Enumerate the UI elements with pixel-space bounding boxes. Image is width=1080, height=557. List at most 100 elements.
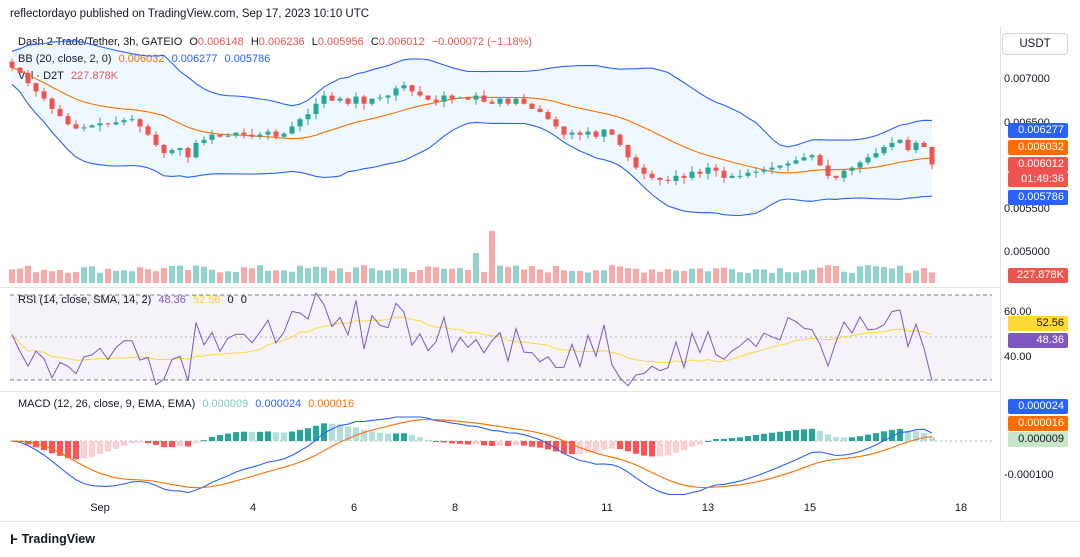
volume-bar	[801, 270, 807, 283]
bb-lower-line	[11, 83, 933, 217]
macd-histogram-bar	[849, 437, 855, 441]
macd-histogram-bar	[257, 431, 263, 441]
volume-bar	[889, 268, 895, 283]
volume-bar	[737, 272, 743, 283]
volume-bar	[617, 266, 623, 283]
macd-histogram-bar	[177, 441, 183, 447]
volume-bar	[593, 270, 599, 283]
rsi-sma-badge: 52.56	[1008, 316, 1068, 331]
macd-histogram-bar	[505, 441, 511, 447]
volume-bar	[689, 268, 695, 283]
macd-histogram-bar	[313, 425, 319, 441]
macd-histogram-bar	[113, 441, 119, 449]
macd-histogram-bar	[665, 441, 671, 456]
candle-body	[113, 122, 119, 125]
candle-body	[873, 153, 879, 158]
candle-body	[337, 98, 343, 101]
volume-bar	[817, 267, 823, 283]
macd-histogram-bar	[329, 423, 335, 441]
rsi-value: 48.36	[158, 294, 186, 306]
candle-body	[505, 98, 511, 104]
volume-bar	[481, 271, 487, 283]
candle-body	[361, 96, 367, 104]
macd-histogram-bar	[809, 428, 815, 441]
rsi-legend[interactable]: RSI (14, close, SMA, 14, 2) 48.36 52.56 …	[18, 293, 251, 307]
volume-bar	[865, 265, 871, 283]
price-tick: 0.005000	[1004, 246, 1050, 258]
candle-body	[537, 108, 543, 112]
rsi-pane-separator[interactable]	[0, 287, 1000, 288]
volume-bar	[129, 271, 135, 283]
macd-histogram-bar	[273, 432, 279, 441]
volume-bar	[297, 265, 303, 283]
macd-histogram-bar	[289, 431, 295, 441]
macd-histogram-bar	[249, 431, 255, 441]
macd-histogram-bar	[777, 431, 783, 441]
candle-body	[841, 170, 847, 178]
tradingview-brand[interactable]: Ⱶ TradingView	[10, 531, 95, 547]
macd-histogram-bar	[265, 431, 271, 441]
candle-body	[913, 142, 919, 151]
volume-bar	[521, 269, 527, 283]
volume-bar	[721, 267, 727, 283]
volume-bar	[81, 267, 87, 283]
volume-bar	[633, 268, 639, 283]
candle-body	[561, 126, 567, 135]
macd-histogram-bar	[641, 441, 647, 456]
open-label: O	[189, 36, 198, 48]
candle-body	[633, 157, 639, 168]
volume-bar	[353, 267, 359, 283]
candle-body	[513, 98, 519, 104]
macd-label: MACD (12, 26, close, 9, EMA, EMA)	[18, 398, 196, 410]
candle-body	[457, 97, 463, 99]
candle-body	[121, 120, 127, 123]
macd-legend[interactable]: MACD (12, 26, close, 9, EMA, EMA) 0.0000…	[18, 397, 358, 411]
macd-histogram-bar	[401, 433, 407, 441]
candle-body	[793, 160, 799, 164]
candle-body	[905, 139, 911, 151]
volume-bar	[265, 270, 271, 283]
macd-histogram-bar	[81, 441, 87, 459]
macd-histogram-bar	[913, 431, 919, 441]
macd-histogram-bar	[713, 439, 719, 441]
candle-body	[9, 61, 15, 68]
volume-bar	[713, 268, 719, 283]
last-price-badge: 0.006012	[1008, 157, 1068, 172]
macd-histogram-bar	[729, 438, 735, 441]
candle-body	[369, 98, 375, 104]
volume-bar	[561, 270, 567, 283]
macd-badge: 0.000024	[1008, 399, 1068, 414]
macd-histogram-bar	[553, 441, 559, 452]
candle-body	[545, 112, 551, 120]
volume-bar	[745, 272, 751, 283]
volume-bar	[33, 272, 39, 283]
candle-body	[17, 67, 23, 73]
volume-bar	[761, 269, 767, 283]
candle-body	[305, 114, 311, 120]
macd-histogram-bar	[833, 437, 839, 441]
volume-bar	[169, 265, 175, 283]
currency-button[interactable]: USDT	[1002, 33, 1068, 55]
volume-bar	[489, 231, 495, 283]
candle-body	[297, 119, 303, 127]
volume-bar	[241, 267, 247, 283]
volume-bar	[193, 265, 199, 283]
macd-histogram-bar	[281, 432, 287, 441]
volume-bar	[153, 271, 159, 283]
volume-bar	[433, 267, 439, 283]
brand-label: TradingView	[21, 532, 95, 546]
symbol-name[interactable]: Dash 2 Trade/Tether, 3h, GATEIO	[18, 36, 183, 48]
macd-histogram-bar	[745, 436, 751, 441]
candle-body	[345, 98, 351, 104]
candle-body	[393, 88, 399, 96]
time-tick: 11	[601, 502, 613, 514]
volume-bar	[545, 272, 551, 283]
macd-pane-separator[interactable]	[0, 391, 1000, 392]
candle-body	[713, 167, 719, 171]
time-tick: 15	[803, 502, 817, 514]
volume-bar	[921, 268, 927, 283]
candle-body	[809, 155, 815, 158]
candle-body	[577, 132, 583, 135]
chart-canvas[interactable]	[0, 22, 1000, 522]
macd-histogram-bar	[297, 429, 303, 441]
